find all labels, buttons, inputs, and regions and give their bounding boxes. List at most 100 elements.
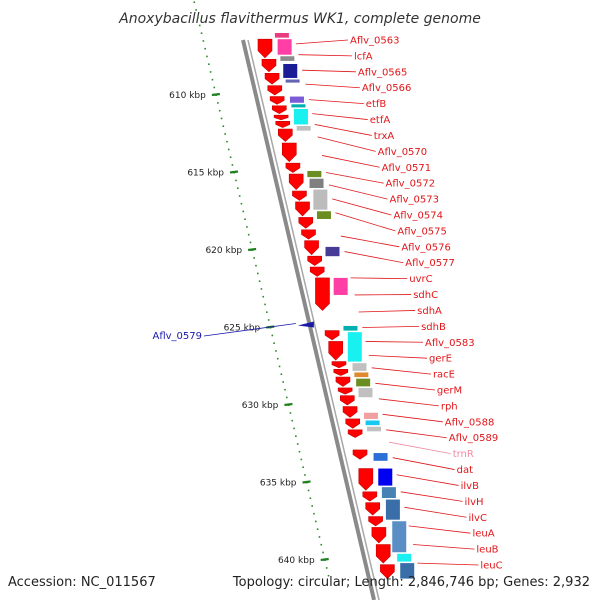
forward-gene-arrow	[301, 229, 316, 240]
accession-text: Accession: NC_011567	[8, 575, 156, 590]
gene-leader-line	[413, 544, 475, 550]
gene-leader-line	[325, 172, 384, 184]
gene-leader-line	[302, 69, 356, 73]
axis-dot	[200, 32, 203, 34]
axis-dot	[271, 334, 274, 337]
axis-tick-label: 615 kbp	[187, 169, 224, 179]
gene-label: gerE	[429, 354, 452, 365]
gene-leader-line	[389, 441, 451, 455]
reverse-gene-block	[381, 487, 396, 498]
forward-gene-arrow	[304, 240, 319, 256]
axis-dot	[235, 179, 237, 182]
gene-label: racE	[433, 370, 455, 381]
map-title: Anoxybacillus flavithermus WK1, complete…	[118, 11, 481, 27]
axis-dot	[227, 148, 230, 151]
gene-label: Aflv_0583	[425, 338, 475, 349]
axis-dot	[284, 388, 286, 391]
gene-leader-line	[350, 277, 408, 280]
gene-label: leuA	[472, 529, 494, 540]
forward-gene-arrow	[288, 173, 304, 190]
gene-label: etfB	[366, 99, 387, 110]
forward-gene-arrow	[264, 73, 280, 85]
forward-gene-arrow	[285, 162, 301, 173]
gene-leader-line	[362, 325, 420, 328]
axis-tick	[211, 92, 221, 97]
axis-dot	[224, 133, 226, 135]
forward-gene-arrow	[328, 341, 344, 361]
forward-gene-arrow	[340, 395, 355, 406]
axis-dot	[320, 543, 323, 546]
gene-leader-line	[404, 506, 467, 518]
reverse-gene-block	[392, 521, 407, 553]
axis-dot	[240, 202, 243, 205]
gene-label: Aflv_0588	[445, 417, 495, 428]
gene-leader-line	[314, 124, 372, 136]
axis-dot	[255, 264, 257, 267]
axis-dot	[273, 342, 275, 344]
gene-label: Aflv_0566	[362, 83, 412, 94]
axis-tick-label: 630 kbp	[242, 401, 279, 411]
axis-tick	[284, 402, 293, 407]
axis-dot	[293, 427, 295, 430]
gene-label: trnR	[453, 449, 474, 460]
axis-dot	[291, 419, 294, 422]
axis-dot	[285, 396, 288, 399]
forward-gene-arrow	[380, 564, 395, 580]
axis-dot	[209, 71, 212, 73]
axis-dot	[211, 78, 214, 81]
reverse-gene-block	[274, 33, 289, 38]
reverse-gene-block	[347, 332, 362, 362]
gene-label: gerM	[437, 386, 462, 397]
gene-leader-line	[308, 99, 364, 105]
forward-gene-arrow	[307, 255, 322, 266]
axis-tick-label: 620 kbp	[205, 246, 242, 256]
forward-gene-arrow	[257, 38, 273, 59]
gene-label: Aflv_0575	[397, 226, 447, 237]
gene-leader-line	[392, 457, 455, 470]
reverse-gene-block	[333, 277, 348, 295]
axis-dot	[238, 195, 241, 197]
gene-leader-line	[332, 198, 392, 216]
gene-leader-line	[382, 413, 443, 423]
axis-dot	[289, 412, 292, 414]
forward-gene-arrow	[269, 96, 285, 105]
gene-label: leuB	[476, 545, 498, 556]
left-gene-label: Aflv_0579	[152, 331, 202, 342]
axis-dot	[197, 16, 199, 19]
gene-leader-line	[344, 251, 404, 264]
gene-label: sdhC	[413, 290, 438, 301]
gene-label: Aflv_0565	[358, 67, 408, 78]
reverse-gene-block	[354, 372, 369, 378]
gene-label: dat	[457, 465, 473, 476]
axis-dot	[242, 210, 245, 213]
axis-dot	[213, 86, 216, 89]
reverse-gene-block	[325, 246, 340, 257]
axis-dot	[309, 497, 312, 499]
forward-gene-arrow	[358, 468, 374, 491]
axis-dot	[298, 450, 301, 453]
gene-leader-line	[371, 367, 431, 375]
gene-label: Aflv_0563	[350, 36, 400, 47]
left-gene-leader	[203, 323, 296, 337]
gene-leader-line	[335, 212, 396, 232]
gene-leader-line	[365, 341, 424, 343]
gene-label: Aflv_0571	[382, 163, 432, 174]
gene-label: ilvH	[465, 497, 484, 508]
gene-leader-line	[375, 382, 435, 391]
axis-dot	[195, 9, 197, 11]
forward-gene-arrow	[368, 516, 383, 527]
axis-dot	[325, 567, 328, 569]
axis-dot	[280, 373, 283, 375]
forward-strand-genes	[257, 38, 395, 580]
forward-gene-arrow	[362, 491, 378, 502]
forward-gene-arrow	[267, 85, 283, 96]
forward-gene-arrow	[278, 128, 293, 142]
axis-dot	[276, 357, 279, 360]
gene-label: ilvC	[469, 513, 487, 524]
gene-leader-line	[328, 184, 388, 200]
axis-dot	[311, 505, 313, 507]
forward-gene-arrow	[333, 369, 349, 376]
reverse-gene-block	[365, 420, 380, 426]
forward-gene-arrow	[352, 449, 368, 460]
axis-tick-label: 625 kbp	[224, 324, 261, 334]
